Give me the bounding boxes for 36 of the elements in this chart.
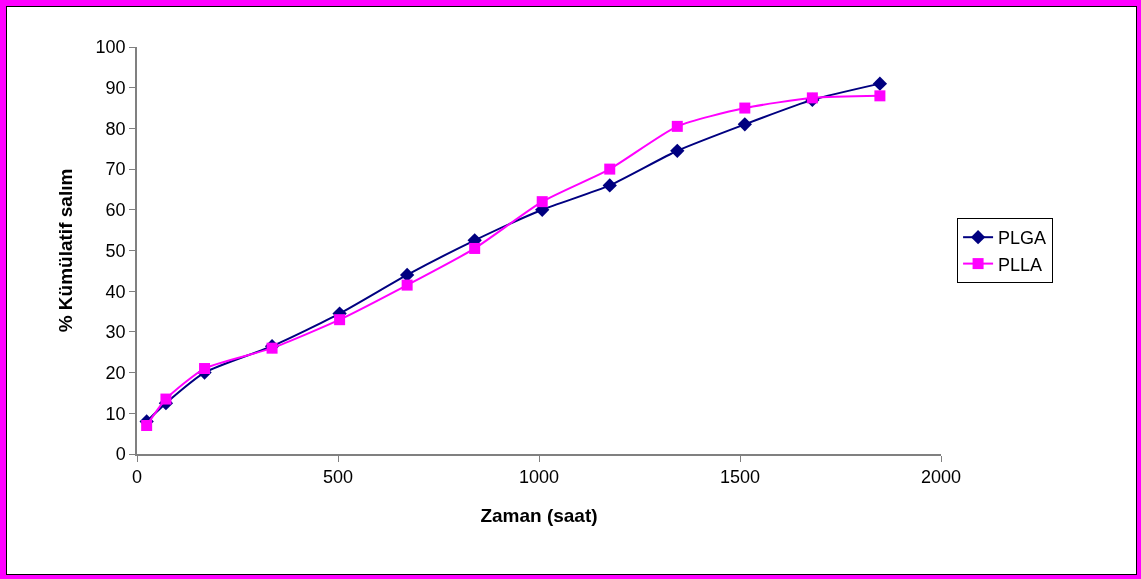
point xyxy=(602,178,617,193)
y-tick-label: 50 xyxy=(105,240,126,261)
point xyxy=(469,242,481,254)
y-tick-label: 20 xyxy=(105,362,126,383)
point xyxy=(536,196,548,208)
y-axis-title: % Kümülatif salım xyxy=(54,168,76,333)
point xyxy=(199,363,211,375)
point xyxy=(671,120,683,132)
x-tick-label: 1500 xyxy=(719,467,761,488)
y-tick-label: 30 xyxy=(105,322,126,343)
point xyxy=(739,102,751,114)
y-tick-label: 70 xyxy=(105,159,126,180)
y-tick-label: 90 xyxy=(105,78,126,98)
legend-label: PLGA xyxy=(998,228,1047,249)
x-axis-title: Zaman (saat) xyxy=(480,504,598,526)
point xyxy=(872,76,888,91)
x-tick-label: 2000 xyxy=(920,467,962,488)
point xyxy=(806,92,818,104)
point xyxy=(604,163,616,175)
point xyxy=(160,393,172,405)
y-tick-label: 60 xyxy=(105,200,126,221)
point xyxy=(334,314,346,326)
y-tick-label: 10 xyxy=(105,403,126,424)
x-tick-label: 1000 xyxy=(518,467,560,488)
point xyxy=(874,90,886,102)
y-tick-label: 80 xyxy=(105,118,126,139)
x-tick-label: 0 xyxy=(131,467,143,488)
y-tick-label: 0 xyxy=(115,444,126,465)
x-tick-label: 500 xyxy=(322,467,354,488)
point xyxy=(670,143,685,158)
legend-label: PLLA xyxy=(998,254,1043,275)
y-tick-label: 40 xyxy=(105,281,126,302)
y-tick-label: 100 xyxy=(95,37,126,58)
point xyxy=(737,117,752,132)
point xyxy=(401,279,413,291)
point xyxy=(141,420,153,432)
